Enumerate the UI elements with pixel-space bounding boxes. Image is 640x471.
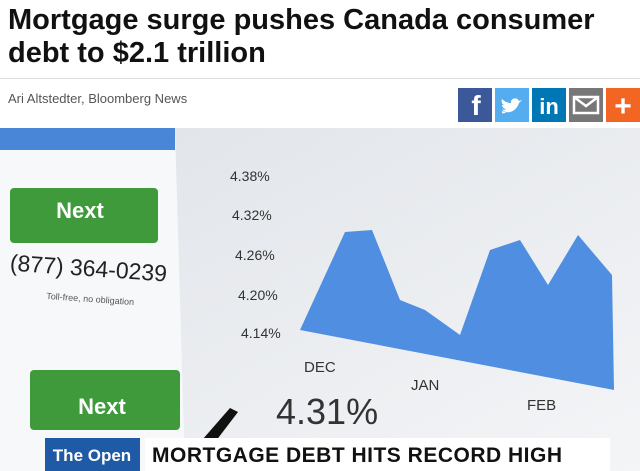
twitter-icon xyxy=(501,98,522,114)
more-icon: + xyxy=(614,90,632,122)
rate-label: 4.20% xyxy=(238,287,278,303)
share-bar: f in + xyxy=(458,88,640,122)
headline: Mortgage surge pushes Canada consumer de… xyxy=(8,4,595,69)
banner xyxy=(145,438,610,471)
rate-label: 4.38% xyxy=(230,168,270,184)
big-rate: 4.31% xyxy=(276,391,378,432)
divider xyxy=(0,78,640,79)
button-text: Next xyxy=(78,394,126,419)
email-icon xyxy=(572,95,600,115)
month-label: DEC xyxy=(304,359,336,376)
show-tag xyxy=(45,438,140,471)
more-button[interactable] xyxy=(606,88,640,122)
banner-text: MORTGAGE DEBT HITS RECORD HIGH xyxy=(152,444,562,467)
linkedin-icon: in xyxy=(539,94,559,119)
rate-label: 4.14% xyxy=(241,325,281,341)
article-photo: Next (877) 364-0239 Toll-free, no obliga… xyxy=(0,128,640,471)
show-name: The Open xyxy=(53,446,131,465)
next-button xyxy=(10,188,158,243)
month-label: FEB xyxy=(527,397,556,414)
linkedin-button[interactable] xyxy=(532,88,566,122)
next-button xyxy=(30,370,180,430)
rate-label: 4.26% xyxy=(235,247,275,263)
rate-label: 4.32% xyxy=(232,207,272,223)
facebook-icon: f xyxy=(471,90,481,121)
facebook-button[interactable] xyxy=(458,88,492,122)
button-text: Next xyxy=(56,198,104,223)
month-label: JAN xyxy=(411,377,439,394)
panel-header xyxy=(0,128,175,150)
email-icon-flap xyxy=(573,96,599,108)
rate-labels: 4.38% 4.32% 4.26% 4.20% 4.14% xyxy=(230,168,281,341)
byline: Ari Altstedter, Bloomberg News xyxy=(8,91,188,106)
chart-area xyxy=(300,230,614,390)
